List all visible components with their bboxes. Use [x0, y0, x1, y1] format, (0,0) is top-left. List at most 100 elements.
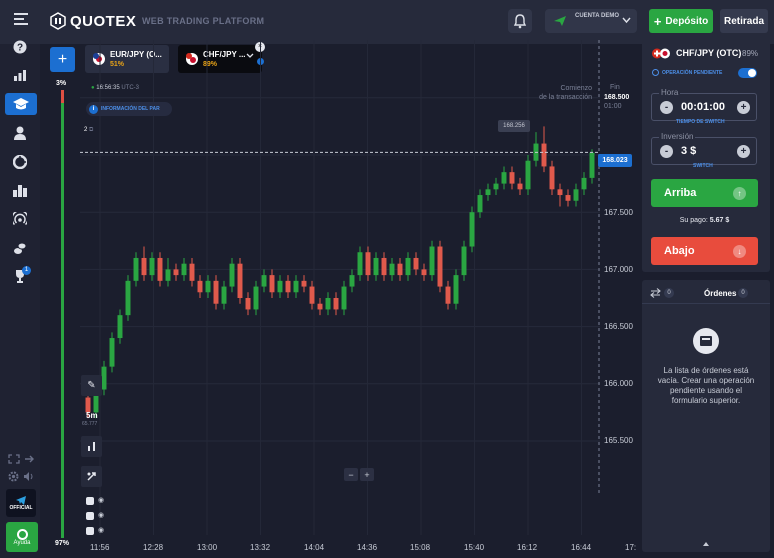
investment-switch-note[interactable]: SWITCH [693, 163, 713, 169]
candle [165, 269, 171, 281]
candle [357, 252, 363, 276]
time-switch-note[interactable]: TIEMPO DE SWITCH [676, 119, 725, 125]
leaderboard-icon[interactable] [11, 182, 29, 200]
orders-title[interactable]: Órdenes [704, 289, 737, 298]
swap-icon[interactable] [650, 288, 661, 298]
indicator-row[interactable]: 2 ⧉ [84, 127, 93, 134]
signal-icon[interactable] [11, 210, 29, 228]
trades-count: 0 [664, 288, 674, 298]
time-minus-button[interactable]: - [660, 101, 673, 114]
candle [565, 195, 571, 201]
add-asset-button[interactable]: + [50, 47, 75, 72]
time-plus-button[interactable]: + [737, 101, 750, 114]
x-tick-label: 17: [625, 543, 637, 552]
layer-checkbox[interactable] [86, 497, 94, 505]
sound-icon[interactable] [23, 469, 35, 481]
candle [261, 275, 267, 287]
pending-toggle[interactable] [738, 68, 757, 78]
caret-up-icon[interactable] [703, 542, 709, 546]
candle [157, 257, 163, 281]
investment-value[interactable]: 3 $ [681, 145, 697, 157]
help-button[interactable]: Ayuda [6, 522, 38, 552]
chevron-down-icon[interactable] [246, 53, 254, 59]
x-tick-label: 15:40 [464, 543, 485, 552]
official-label: OFFICIAL [9, 504, 33, 511]
empty-orders-text: La lista de órdenes está vacía. Crear un… [657, 366, 755, 405]
time-field[interactable] [651, 93, 757, 121]
official-channel-button[interactable]: OFFICIAL [6, 489, 36, 517]
logout-icon[interactable] [23, 451, 35, 463]
sidebar-item-education[interactable] [5, 93, 37, 115]
zoom-in-button[interactable]: + [360, 468, 374, 481]
y-tick-label: 167.500 [604, 208, 633, 217]
candle [501, 172, 507, 184]
candle [125, 280, 131, 316]
bar-chart-icon[interactable] [11, 66, 29, 84]
eye-icon[interactable]: ◉ [98, 527, 105, 534]
x-tick-label: 14:36 [357, 543, 378, 552]
indicator-count: 2 [84, 127, 88, 133]
flag-icon [186, 53, 198, 65]
candle [245, 298, 251, 310]
candle [373, 257, 379, 276]
clock-time: 16:56:35 [96, 85, 120, 91]
candle [109, 338, 115, 367]
trade-end-label: Fin [610, 84, 620, 91]
expiry-price: 168.500 [604, 94, 630, 101]
settings-gear-icon[interactable] [8, 469, 19, 482]
layer-checkbox[interactable] [86, 512, 94, 520]
timeframe-button[interactable]: 5m [86, 411, 98, 420]
pending-toggle-knob [748, 69, 756, 77]
current-price-tag: 168.023 [598, 154, 632, 167]
fullscreen-icon[interactable] [8, 451, 20, 464]
eye-icon[interactable]: ◉ [98, 512, 105, 519]
tab-chfjpy[interactable]: CHF/JPY ... 89% [178, 45, 264, 73]
eye-icon[interactable]: ◉ [98, 497, 105, 504]
sell-down-label: Abajo [664, 245, 695, 257]
orders-count: 0 [738, 288, 748, 298]
investment-minus-button[interactable]: - [660, 145, 673, 158]
investment-plus-button[interactable]: + [737, 145, 750, 158]
orders-header [642, 280, 770, 304]
indicators-button[interactable] [81, 466, 102, 487]
bell-icon [513, 14, 527, 29]
pair-info-button[interactable]: i INFORMACIÓN DEL PAR [86, 102, 172, 116]
investment-field[interactable] [651, 137, 757, 165]
sell-down-button[interactable]: Abajo ↓ [651, 237, 758, 265]
account-selector[interactable] [545, 9, 637, 33]
candle [293, 280, 299, 293]
user-icon[interactable] [11, 124, 29, 142]
chart-type-button[interactable] [81, 436, 102, 457]
candle [389, 263, 395, 276]
withdraw-button[interactable]: Retirada [720, 9, 768, 33]
candle [397, 263, 403, 276]
help-circle-icon[interactable]: ? [11, 38, 29, 56]
clock-timezone: UTC-3 [121, 85, 139, 91]
zoom-out-button[interactable]: − [344, 468, 358, 481]
layer-checkbox[interactable] [86, 527, 94, 535]
candle [205, 280, 211, 293]
time-value[interactable]: 00:01:00 [681, 101, 726, 113]
candle [445, 286, 451, 304]
notifications-button[interactable] [508, 9, 532, 33]
indicator-icon: ⧉ [89, 127, 94, 133]
candle [333, 298, 339, 310]
chart-clock: ● 16:56:35 UTC-3 [91, 85, 139, 91]
candle [485, 189, 491, 196]
sentiment-bar [61, 90, 64, 538]
buy-up-button[interactable]: Arriba ↑ [651, 179, 758, 207]
deposit-button[interactable]: + Depósito [649, 9, 713, 33]
price-chart[interactable] [80, 40, 640, 550]
coins-icon[interactable] [11, 239, 29, 257]
candle [517, 183, 523, 190]
candle [509, 172, 515, 184]
pie-chart-icon[interactable] [11, 153, 29, 171]
chevron-down-icon [622, 17, 631, 24]
candle [93, 389, 99, 413]
account-label: CUENTA DEMO [575, 13, 619, 19]
high-price-tag: 168.256 [498, 120, 530, 132]
draw-tool-button[interactable]: ✎ [81, 375, 102, 396]
menu-icon[interactable] [14, 12, 28, 25]
tab-eurjpy[interactable]: EUR/JPY (O... 51% [85, 45, 169, 73]
candle [581, 177, 587, 190]
